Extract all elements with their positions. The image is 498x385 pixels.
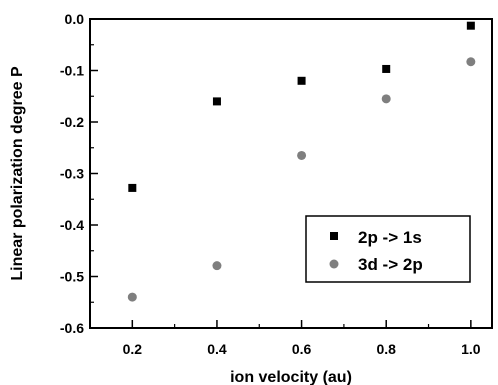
- data-point-2p-1s: [466, 21, 475, 30]
- legend-marker-3d-2p: [329, 259, 339, 269]
- data-point-3d-2p: [381, 94, 391, 104]
- data-point-2p-1s: [128, 183, 137, 192]
- y-tick-label: -0.3: [60, 166, 84, 182]
- legend-label-2p-1s: 2p -> 1s: [358, 228, 422, 247]
- data-point-3d-2p: [127, 292, 137, 302]
- legend: 2p -> 1s 3d -> 2p: [305, 215, 471, 283]
- y-tick-label: 0.0: [65, 11, 85, 27]
- legend-box: [305, 215, 471, 283]
- x-tick-labels: 0.2 0.4 0.6 0.8 1.0: [123, 341, 481, 357]
- data-point-2p-1s: [212, 97, 221, 106]
- y-tick-label: -0.4: [60, 217, 84, 233]
- x-tick-label: 0.2: [123, 341, 143, 357]
- markers-layer: [127, 21, 476, 302]
- data-point-3d-2p: [212, 261, 222, 271]
- x-axis-title: ion velocity (au): [230, 369, 352, 385]
- data-point-2p-1s: [382, 64, 391, 73]
- legend-marker-2p-1s: [330, 232, 338, 240]
- y-tick-label: -0.5: [60, 269, 84, 285]
- plot-frame: [89, 18, 493, 329]
- x-tick-label: 0.6: [292, 341, 312, 357]
- data-point-3d-2p: [466, 57, 476, 67]
- x-tick-label: 0.8: [376, 341, 396, 357]
- data-point-3d-2p: [297, 150, 307, 160]
- y-tick-label: -0.6: [60, 320, 84, 336]
- y-tick-label: -0.1: [60, 63, 84, 79]
- y-axis-title: Linear polarization degree P: [9, 66, 26, 281]
- x-tick-label: 0.4: [207, 341, 227, 357]
- legend-label-3d-2p: 3d -> 2p: [358, 255, 423, 274]
- y-tick-labels: 0.0 -0.1 -0.2 -0.3 -0.4 -0.5 -0.6: [60, 11, 84, 336]
- y-tick-label: -0.2: [60, 114, 84, 130]
- data-point-2p-1s: [297, 76, 306, 85]
- x-tick-label: 1.0: [461, 341, 481, 357]
